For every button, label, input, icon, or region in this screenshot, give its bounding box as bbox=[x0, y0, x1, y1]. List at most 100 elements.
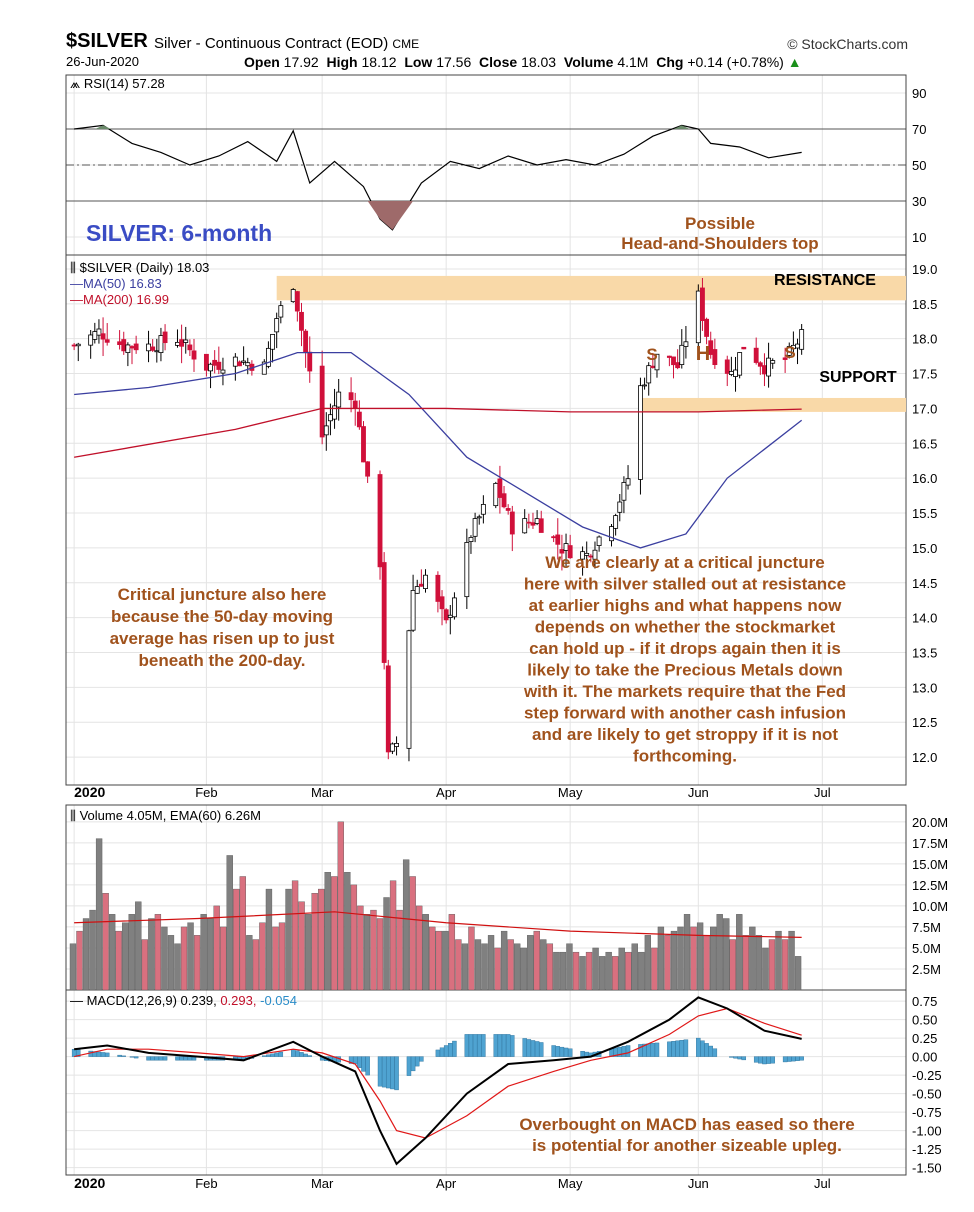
macd-histogram-bar bbox=[133, 1056, 139, 1059]
candle-body bbox=[526, 521, 532, 524]
volume-bar bbox=[664, 935, 671, 991]
macd-histogram-bar bbox=[365, 1056, 370, 1076]
volume-bar bbox=[710, 926, 717, 991]
candle-body bbox=[336, 391, 342, 408]
open-label: Open bbox=[244, 54, 280, 70]
macd-histogram-bar bbox=[410, 1056, 416, 1072]
macd-histogram-bar bbox=[162, 1056, 168, 1061]
month-tick-label: 2020 bbox=[74, 784, 105, 800]
candle-body bbox=[679, 344, 685, 365]
candle-body bbox=[464, 542, 470, 598]
symbol-title: $SILVER bbox=[66, 30, 148, 52]
candle-body bbox=[303, 330, 309, 353]
volume-bar bbox=[416, 905, 423, 991]
candle-body bbox=[117, 341, 123, 346]
macd-histogram-bar bbox=[415, 1056, 420, 1067]
symbol-description: Silver - Continuous Contract (EOD) CME bbox=[154, 35, 419, 52]
macd-histogram-bar bbox=[274, 1052, 279, 1057]
volume-bar bbox=[514, 943, 521, 991]
volume-bar bbox=[657, 926, 665, 991]
chg-value: +0.14 (+0.78%) bbox=[687, 54, 784, 70]
candle-body bbox=[327, 414, 333, 422]
price-tick-label: 13.5 bbox=[912, 646, 937, 661]
high-value: 18.12 bbox=[361, 54, 397, 70]
candle-body bbox=[700, 287, 705, 322]
candle-body bbox=[385, 665, 391, 753]
price-tick-label: 12.5 bbox=[912, 715, 937, 730]
macd-histogram-bar bbox=[266, 1054, 271, 1057]
macd-histogram-bar bbox=[671, 1041, 676, 1057]
macd-histogram-bar bbox=[729, 1056, 734, 1058]
macd-histogram-bar bbox=[150, 1056, 155, 1061]
volume-bar bbox=[89, 909, 96, 991]
ma50-line bbox=[74, 351, 803, 549]
macd-note-line: Overbought on MACD has eased so there bbox=[519, 1115, 854, 1134]
volume-bar bbox=[683, 914, 691, 991]
volume-bar bbox=[108, 914, 116, 991]
candle-body bbox=[237, 361, 242, 367]
macd-histogram-bar bbox=[179, 1056, 184, 1061]
price-legend-text: $SILVER (Daily) 18.03 bbox=[80, 260, 210, 275]
candle-body bbox=[555, 534, 561, 545]
month-tick-label: 2020 bbox=[74, 1175, 105, 1191]
volume-bar bbox=[311, 893, 318, 991]
main-note: We are clearly at a critical juncture her… bbox=[523, 553, 846, 766]
candle-body bbox=[712, 349, 718, 366]
candle-body bbox=[530, 522, 536, 526]
volume-legend: ⫼ Volume 4.05M, EMA(60) 6.26M bbox=[70, 808, 261, 823]
rsi-overbought-fill bbox=[95, 125, 112, 129]
month-tick-label: May bbox=[558, 785, 583, 800]
head-label: H bbox=[696, 343, 710, 365]
macd-legend-hist: -0.054 bbox=[260, 993, 297, 1008]
price-tick-label: 17.0 bbox=[912, 401, 937, 416]
macd-histogram-bar bbox=[799, 1056, 804, 1061]
volume-tick-label: 12.5M bbox=[912, 878, 948, 893]
volume-bar bbox=[396, 909, 403, 991]
candle-body bbox=[365, 461, 371, 477]
candle-body bbox=[733, 369, 738, 377]
macd-histogram-bar bbox=[700, 1040, 705, 1057]
macd-histogram-bar bbox=[154, 1056, 160, 1061]
month-tick-label: May bbox=[558, 1176, 583, 1191]
candle-body bbox=[435, 574, 441, 602]
macd-histogram-bar bbox=[712, 1048, 718, 1057]
candle-body bbox=[799, 329, 805, 350]
main-note-line: forthcoming. bbox=[633, 747, 737, 766]
candle-body bbox=[294, 291, 300, 312]
macd-histogram-bar bbox=[675, 1040, 680, 1057]
month-tick-label: Feb bbox=[195, 1176, 217, 1191]
volume-bar bbox=[115, 930, 122, 991]
candle-body bbox=[133, 343, 139, 351]
macd-histogram-bar bbox=[390, 1056, 395, 1090]
macd-histogram-bar bbox=[406, 1056, 412, 1076]
volume-bar bbox=[487, 935, 495, 991]
candle-body bbox=[534, 518, 540, 524]
left-note-line: because the 50-day moving bbox=[111, 607, 333, 626]
candle-body bbox=[414, 586, 420, 594]
volume-bar bbox=[128, 914, 135, 991]
macd-histogram-bar bbox=[555, 1046, 560, 1057]
exchange-text: CME bbox=[392, 37, 420, 51]
macd-histogram-bar bbox=[303, 1053, 308, 1057]
candle-body bbox=[332, 405, 337, 420]
macd-histogram-bar bbox=[386, 1056, 391, 1089]
volume-bar bbox=[429, 926, 436, 991]
candle-body bbox=[220, 369, 226, 374]
candle-body bbox=[708, 340, 714, 355]
macd-histogram-bar bbox=[481, 1034, 486, 1057]
candle-body bbox=[158, 335, 164, 353]
month-tick-label: Mar bbox=[311, 1176, 334, 1191]
macd-histogram-bar bbox=[563, 1047, 569, 1057]
volume-bar bbox=[193, 935, 201, 991]
macd-histogram-bar bbox=[758, 1056, 763, 1064]
volume-bar bbox=[690, 926, 697, 991]
macd-tick-label: -0.50 bbox=[912, 1087, 942, 1102]
volume-bar bbox=[246, 935, 253, 991]
volume-bar bbox=[135, 901, 142, 991]
volume-bar bbox=[122, 922, 129, 991]
volume-bar bbox=[579, 956, 586, 991]
chart-title-annotation: SILVER: 6-month bbox=[86, 220, 272, 246]
volume-bar bbox=[781, 939, 789, 991]
volume-bar bbox=[762, 947, 769, 991]
volume-bar bbox=[272, 926, 279, 991]
